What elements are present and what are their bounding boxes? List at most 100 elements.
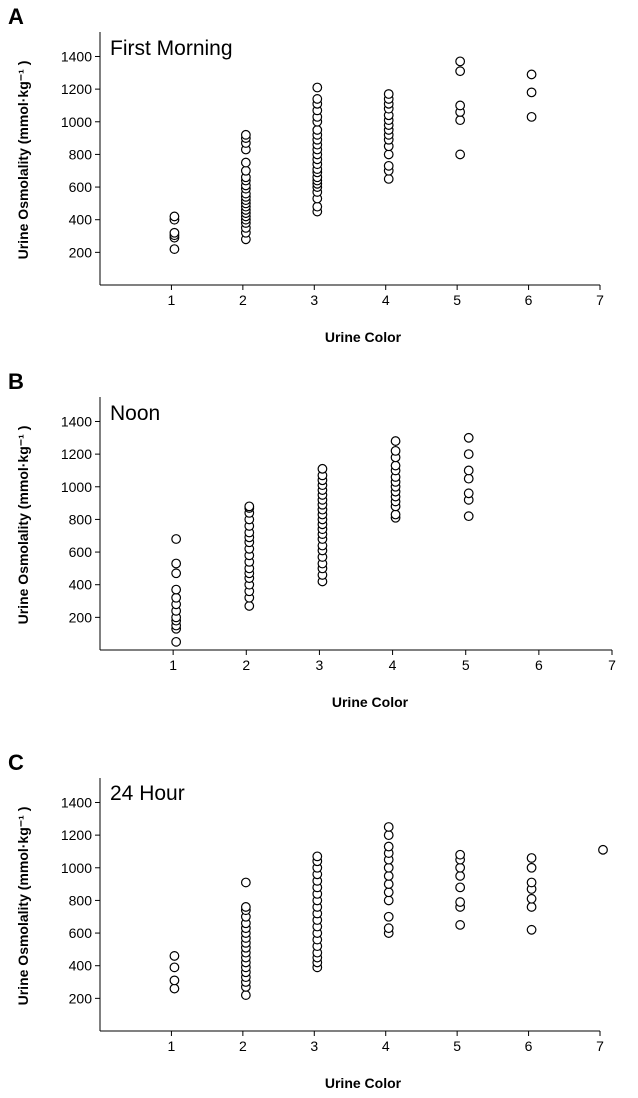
data-point <box>383 822 394 832</box>
chart-svg-b: B Noon 1 2 3 4 5 6 7 200 400 600 800 1000 1200 1400 U… <box>8 369 616 710</box>
data-point <box>171 592 182 603</box>
data-point <box>244 501 255 512</box>
data-point <box>455 871 466 881</box>
data-point <box>169 211 180 222</box>
y-tick-label: 400 <box>69 577 93 593</box>
y-tick-label: 800 <box>69 892 93 908</box>
data-point <box>526 87 537 98</box>
tick-labels: 1 2 3 4 5 6 7 200 400 600 800 1000 1200 1400 <box>61 794 604 1054</box>
data-point <box>312 94 323 104</box>
data-point <box>455 115 466 126</box>
y-tick-label: 1000 <box>61 860 92 876</box>
panel-letter: C <box>8 750 24 775</box>
data-point <box>383 862 394 873</box>
y-tick-label: 1000 <box>61 114 92 130</box>
data-point <box>312 201 323 212</box>
chart-panel-c: C 24 Hour 1 2 3 4 5 6 7 200 400 600 800 1000 1200 140… <box>0 730 638 1098</box>
data-point <box>169 983 180 994</box>
panel-letter: A <box>8 4 24 29</box>
y-tick-label: 1200 <box>61 827 92 843</box>
tick-labels: 1 2 3 4 5 6 7 200 400 600 800 1000 1200 1400 <box>61 413 616 673</box>
data-point <box>390 460 401 471</box>
data-point <box>463 432 474 443</box>
x-axis-title: Urine Color <box>325 329 402 345</box>
data-point <box>390 436 401 446</box>
data-point <box>169 975 180 986</box>
data-point <box>598 844 608 855</box>
data-point <box>312 125 323 135</box>
y-tick-label: 600 <box>69 179 93 195</box>
data-point <box>169 227 180 238</box>
data-point <box>455 849 466 860</box>
data-point <box>526 69 537 80</box>
data-point <box>463 488 474 499</box>
y-tick-label: 400 <box>69 958 93 974</box>
x-tick-label: 6 <box>535 657 543 673</box>
x-tick-label: 4 <box>382 292 390 308</box>
y-axis-title: Urine Osmolality (mmol·kg⁻¹ ) <box>15 426 31 625</box>
data-point <box>383 887 394 898</box>
y-tick-label: 1400 <box>61 48 92 64</box>
x-tick-label: 2 <box>239 1038 247 1054</box>
y-tick-label: 1000 <box>61 479 92 495</box>
chart-title: First Morning <box>110 37 233 60</box>
data-point <box>383 871 394 881</box>
y-tick-label: 200 <box>69 609 93 625</box>
x-tick-label: 3 <box>310 292 318 308</box>
panel-letter: B <box>8 369 24 394</box>
x-tick-label: 5 <box>453 292 461 308</box>
data-points <box>169 56 537 254</box>
x-tick-label: 3 <box>310 1038 318 1054</box>
data-point <box>383 160 394 171</box>
data-point <box>171 534 182 544</box>
data-point <box>526 902 537 912</box>
x-tick-label: 2 <box>242 657 250 673</box>
data-point <box>390 509 401 520</box>
data-points <box>169 822 608 1000</box>
data-point <box>383 174 394 184</box>
data-point <box>240 157 251 168</box>
data-point <box>383 149 394 160</box>
data-point <box>463 449 474 460</box>
data-point <box>383 841 394 852</box>
data-point <box>455 897 466 907</box>
y-tick-label: 1400 <box>61 794 92 810</box>
data-point <box>244 601 255 611</box>
data-point <box>312 851 323 862</box>
y-axis-title: Urine Osmolality (mmol·kg⁻¹ ) <box>15 61 31 260</box>
data-point <box>455 100 466 111</box>
tick-labels: 1 2 3 4 5 6 7 200 400 600 800 1000 1200 1400 <box>61 48 604 308</box>
x-axis-title: Urine Color <box>332 694 409 710</box>
y-tick-label: 200 <box>69 990 93 1006</box>
y-tick-label: 800 <box>69 146 93 162</box>
data-point <box>455 56 466 67</box>
data-point <box>463 465 474 476</box>
x-tick-label: 7 <box>596 292 604 308</box>
chart-title: Noon <box>110 402 160 425</box>
data-point <box>240 877 251 888</box>
y-tick-label: 1400 <box>61 413 92 429</box>
x-tick-label: 2 <box>239 292 247 308</box>
x-tick-label: 5 <box>462 657 470 673</box>
x-tick-label: 4 <box>382 1038 390 1054</box>
chart-svg-a: A First Morning 1 2 3 4 5 6 720040060080010001… <box>8 4 604 345</box>
y-tick-label: 600 <box>69 544 93 560</box>
data-point <box>463 511 474 522</box>
x-tick-label: 1 <box>168 292 176 308</box>
data-point <box>169 962 180 973</box>
x-axis-title: Urine Color <box>325 1075 402 1091</box>
data-point <box>383 895 394 906</box>
data-point <box>383 879 394 889</box>
data-point <box>171 636 182 647</box>
data-point <box>171 568 182 579</box>
data-point <box>526 924 537 935</box>
x-tick-label: 6 <box>525 1038 533 1054</box>
axes <box>95 778 601 1036</box>
chart-title: 24 Hour <box>110 782 185 805</box>
data-point <box>171 584 182 595</box>
y-tick-label: 200 <box>69 244 93 260</box>
chart-svg-c: C 24 Hour 1 2 3 4 5 6 7 200 400 600 800 1000 1200 140… <box>8 750 608 1091</box>
y-tick-label: 800 <box>69 511 93 527</box>
data-point <box>526 893 537 904</box>
chart-panel-b: B Noon 1 2 3 4 5 6 7 200 400 600 800 1000 1200 1400 U… <box>0 365 638 725</box>
